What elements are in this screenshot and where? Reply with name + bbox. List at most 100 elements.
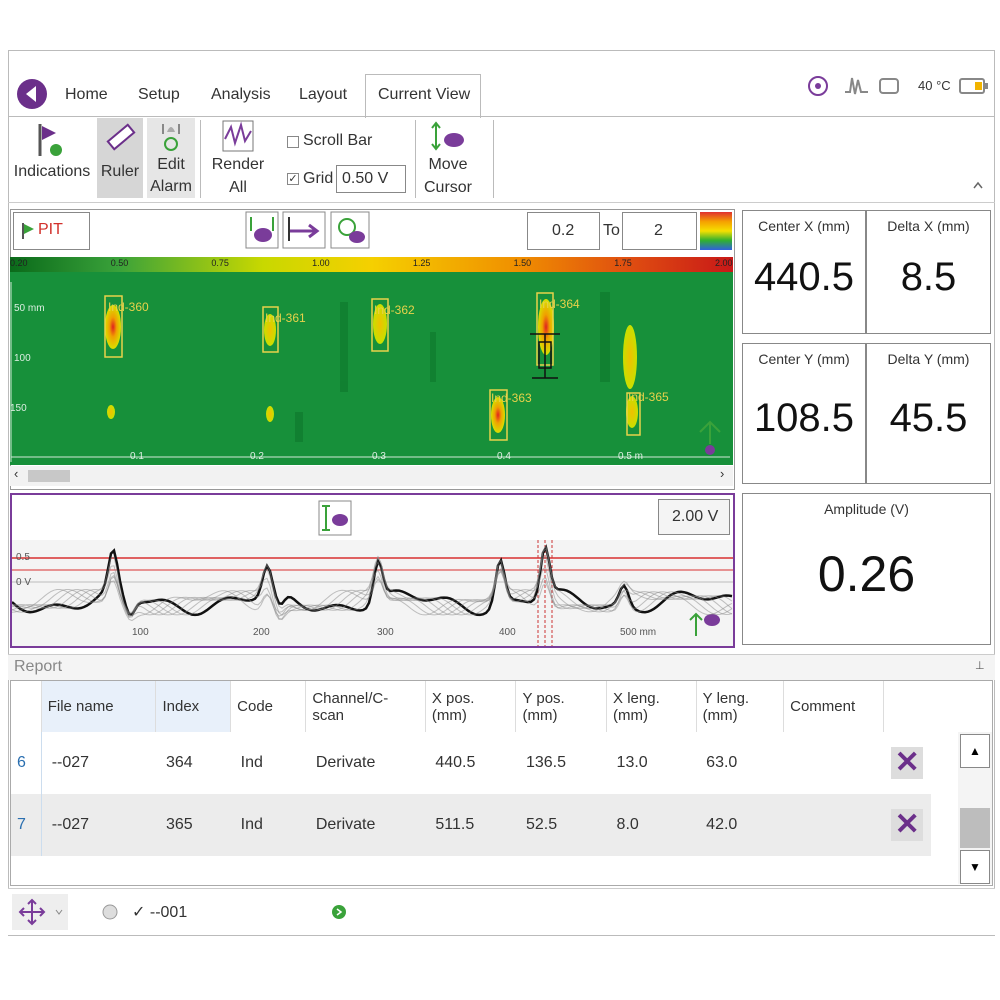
horizontal-scrollbar[interactable] [10,466,733,486]
temperature: 40 °C [918,78,951,93]
scrollbar-thumb[interactable] [28,470,70,482]
move-cursor-label[interactable]: Move [428,156,468,173]
check: ✓ [132,904,150,921]
scale-label: 0.20 [10,258,28,268]
scale-label: 0.50 [110,258,129,268]
tab[interactable]: Current View [378,86,471,103]
readout-value: 0.26 [817,546,916,602]
x-label: 0.1 [130,451,144,462]
scale-label: 2.00 [715,258,733,268]
header-row: File name Index Code Channel/C-scan X pos. (… [11,681,931,732]
render-all-label[interactable]: All [229,179,247,196]
x-label: 0.5 m [618,451,644,462]
range-from-input[interactable] [527,212,600,250]
separator [200,120,201,198]
report-row: 6 --027 364 Ind Derivate 440.5 136.5 13.0 63.0 ✕ [11,732,931,794]
status-indicator [332,905,346,919]
grid-value: 0.50 V [342,170,389,187]
readout-box [742,343,866,484]
cscan-image [10,282,730,462]
scroll-up[interactable]: ▲ [960,734,990,768]
readout-label: Delta X (mm) [887,218,970,234]
render-all-label[interactable]: Render [211,156,265,173]
back-button[interactable] [16,78,48,110]
indication-label: Ind-363 [491,391,532,405]
scroll-left[interactable]: ‹ [14,466,19,481]
navigate-button[interactable] [12,894,68,930]
ascan-x-label: 300 [377,627,394,638]
ascan-waveform [12,540,733,646]
readout-label: Center X (mm) [758,218,850,234]
column-header: Channel/C-scan [305,681,426,732]
readout-value: 8.5 [900,255,957,299]
report-table: File name Index Code Channel/C-scan X pos. (… [11,681,931,856]
readout-label: Delta Y (mm) [887,351,970,367]
delete-button[interactable]: ✕ [891,809,924,841]
grid-checkbox[interactable]: ✓ [287,173,299,185]
readout-value: 108.5 [753,396,855,440]
indications-button[interactable]: Indications [13,163,91,180]
readout-value: 440.5 [753,255,855,299]
tab[interactable]: Setup [138,86,180,103]
cscan-tools[interactable] [245,211,371,251]
palette-button[interactable] [700,212,732,250]
ascan-x-label: 200 [253,627,270,638]
delete-cell: ✕ [883,794,931,856]
ruler-icon [106,123,136,151]
file-status-icon [102,904,118,920]
readout-box [866,343,991,484]
edit-alarm-label: Alarm [150,178,192,195]
column-header: Comment [783,681,884,732]
ascan-x-label: 400 [499,627,516,638]
color-scale [10,257,733,272]
ruler-label: Ruler [100,163,140,180]
scroll-down[interactable]: ▼ [960,850,990,884]
ascan-x-label: 100 [132,627,149,638]
tab[interactable]: Layout [299,86,348,103]
waveform-trace [12,568,733,620]
ascan-scale-input[interactable] [658,499,730,535]
readout-box [742,210,866,334]
report-cell: 8.0 [616,816,639,833]
scale-label: 0.75 [211,258,229,268]
footer-file: ✓ --001 [132,902,187,922]
tab[interactable]: Home [65,86,108,103]
report-cell: Ind [240,816,263,833]
column-header: File name [40,681,156,732]
grid-label: Grid [303,170,334,187]
move-cursor-label[interactable]: Cursor [423,179,472,196]
report-cell: Ind [240,754,263,771]
ascan-tool[interactable] [318,500,352,536]
separator [415,120,416,198]
column-header: X pos. (mm) [424,681,516,732]
row-number: 7 [11,794,42,856]
report-cell: 63.0 [706,754,738,771]
report-cell: Derivate [315,754,376,771]
tab[interactable]: Analysis [211,86,271,103]
delete-button[interactable]: ✕ [891,747,924,779]
scroll-right[interactable]: › [720,466,725,481]
layer-icon [22,223,34,239]
report-cell: 136.5 [525,754,566,771]
footer-file-name: --001 [149,904,188,921]
alarm-icon [162,124,180,151]
collapse-ribbon[interactable] [972,180,984,190]
pin-icon[interactable]: ⊥ [975,660,985,672]
status-icons [808,76,899,96]
scroll-bar-label: Scroll Bar [303,132,373,149]
delete-header [882,681,931,732]
indication-label: Ind-365 [628,390,669,404]
scroll-bar-checkbox[interactable] [287,136,299,148]
readout-box [866,210,991,334]
comment-cell [784,794,884,856]
readout-label: Center Y (mm) [758,351,850,367]
indications-icon [38,124,62,156]
scale-label: 1.50 [513,258,532,268]
move-cursor-icon [431,121,464,151]
report-cell: 364 [165,754,193,771]
column-header: Y leng. (mm) [695,681,784,732]
scroll-thumb[interactable] [960,808,990,848]
grid-input[interactable] [336,165,406,193]
range-to-input[interactable] [622,212,697,250]
